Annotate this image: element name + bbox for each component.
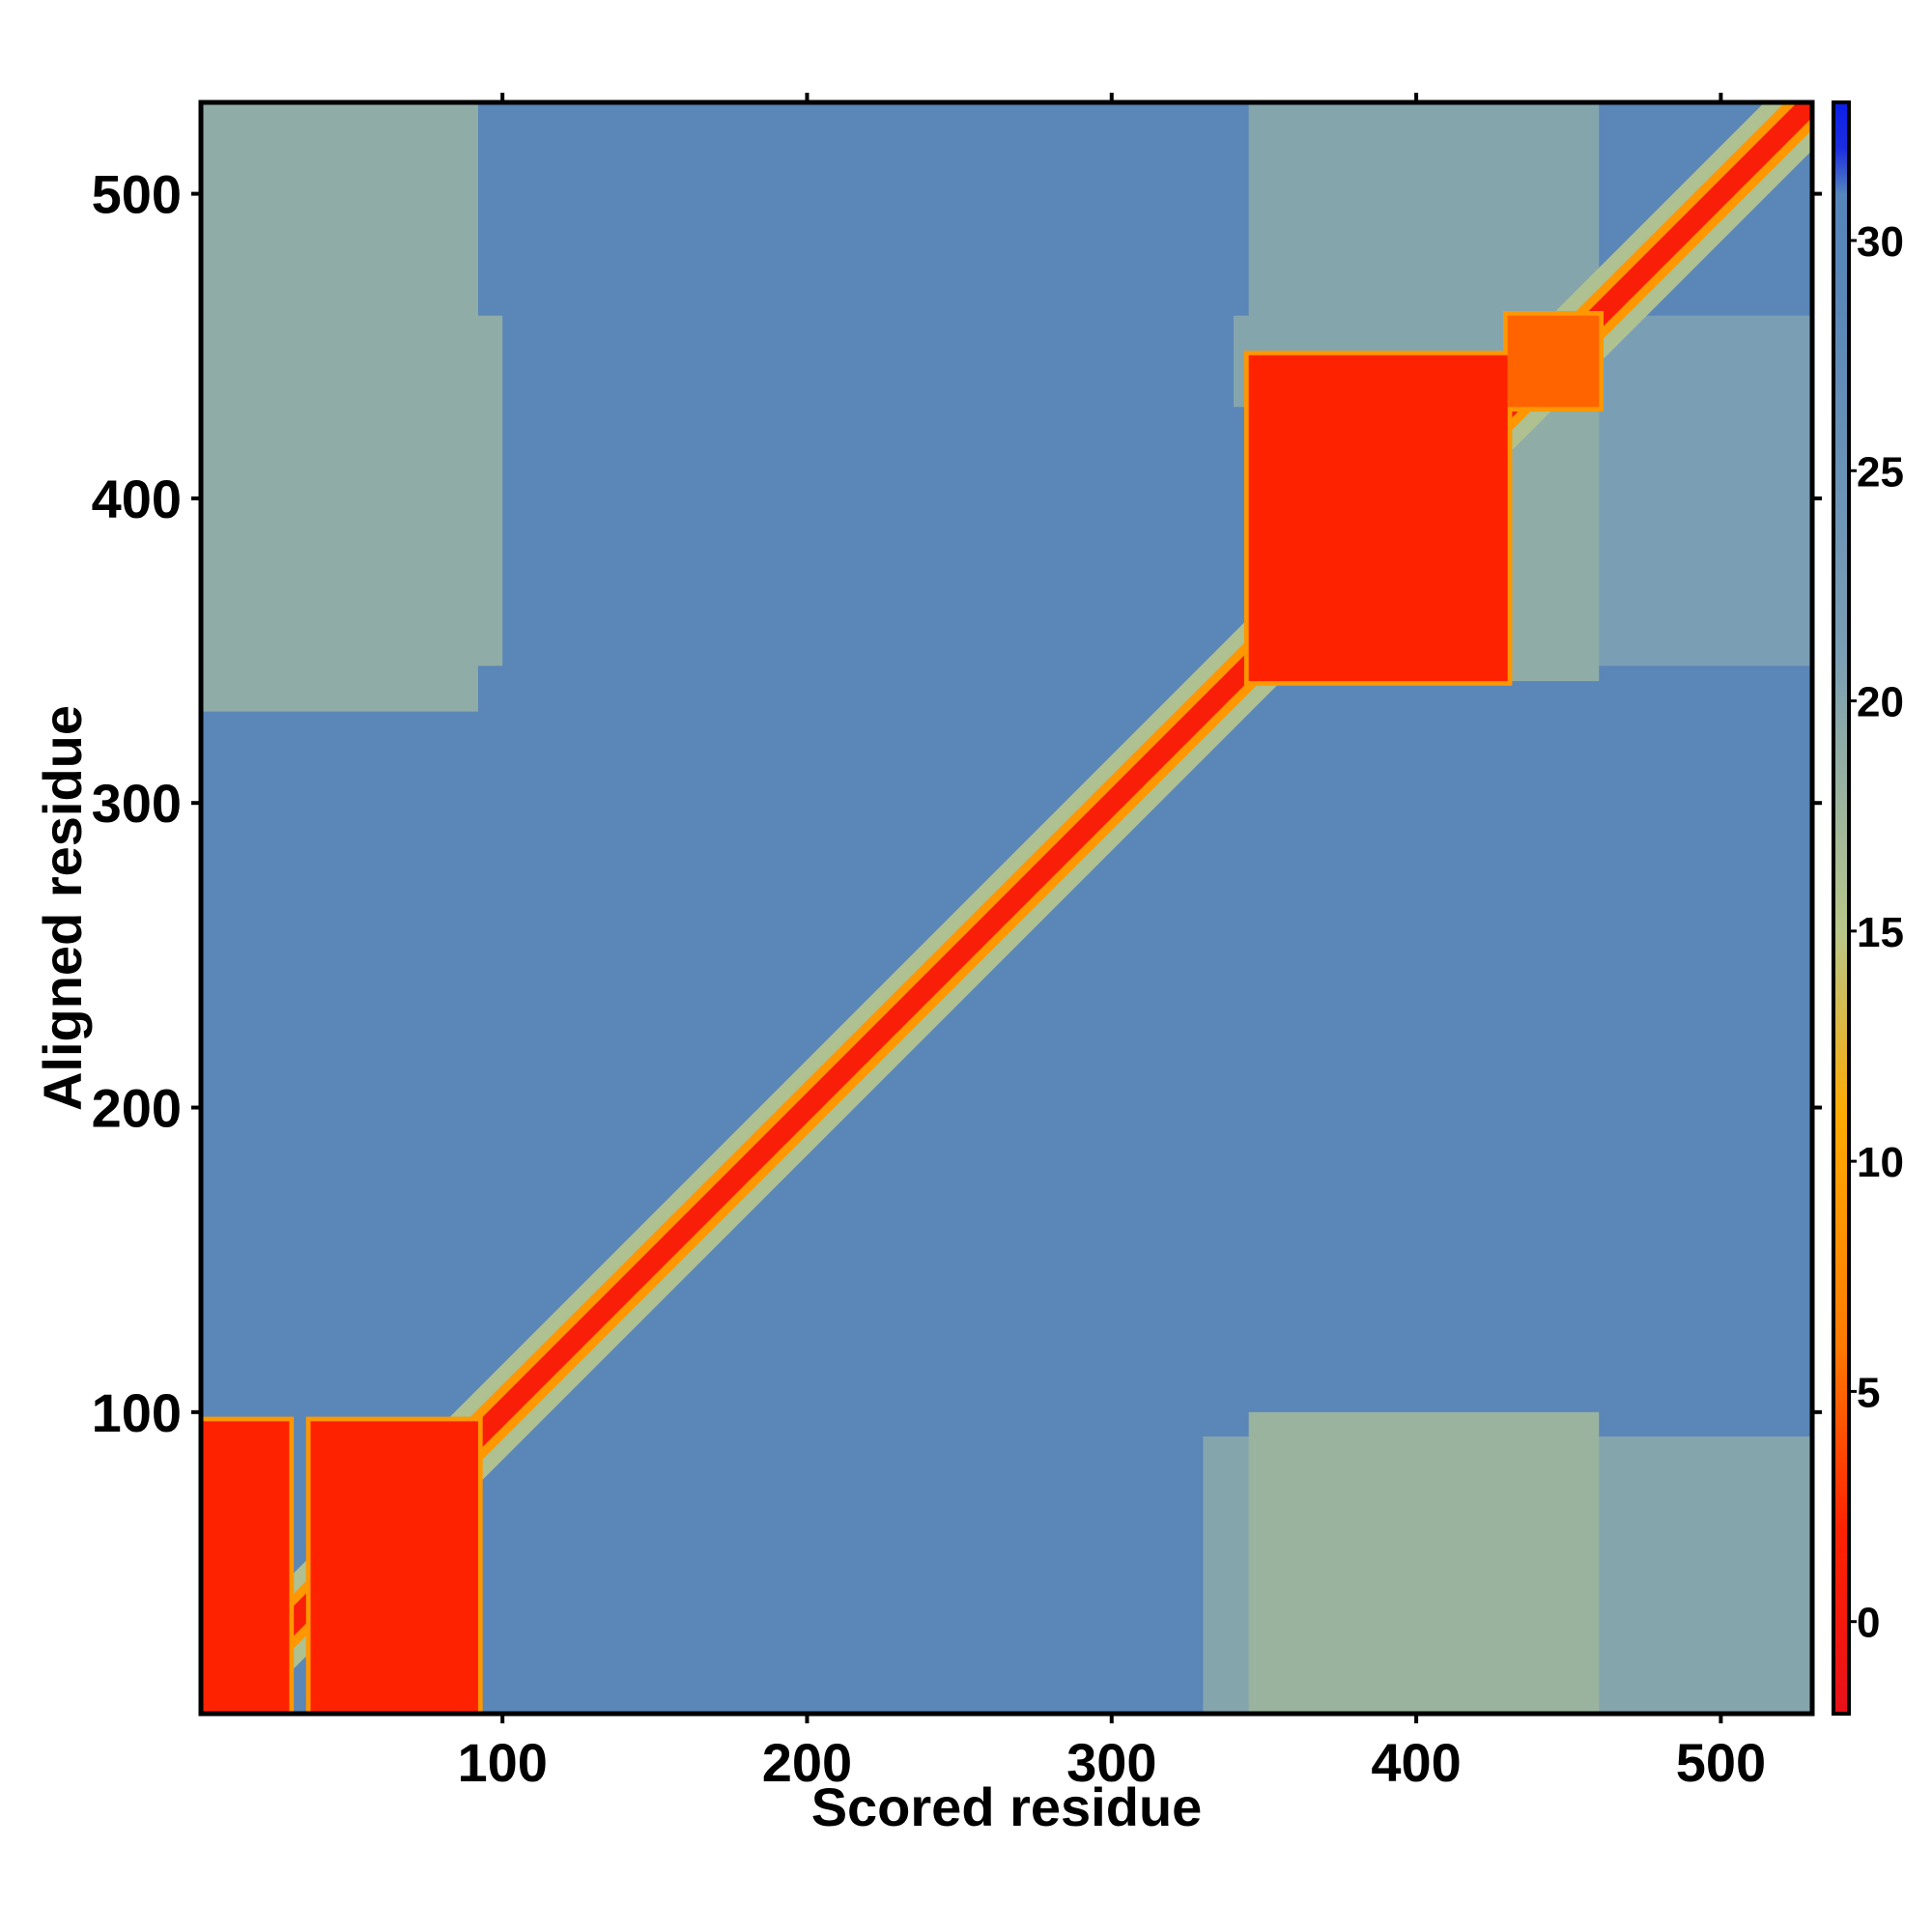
colorbar-ticks: 0 5 10 15 20 25 30 (1849, 218, 1904, 1647)
intermediate-region-mirror (201, 315, 503, 667)
heatmap-plot-area (201, 102, 1812, 1714)
colorbar-tick-label: 25 (1857, 448, 1904, 496)
colorbar-tick-label: 5 (1857, 1369, 1880, 1416)
y-tick-label: 400 (92, 469, 182, 529)
colorbar-tick-label: 10 (1857, 1139, 1904, 1186)
confident-block (1507, 315, 1600, 408)
x-tick-label: 400 (1371, 1732, 1461, 1793)
colorbar: 0 5 10 15 20 25 30 (1832, 100, 1904, 1716)
colorbar-tick-label: 15 (1857, 909, 1904, 956)
y-tick-label: 100 (92, 1382, 182, 1443)
colorbar-tick-label: 0 (1857, 1600, 1880, 1647)
y-tick-label: 500 (92, 164, 182, 225)
x-axis-title: Scored residue (811, 1776, 1203, 1837)
x-tick-label: 200 (762, 1732, 852, 1793)
intermediate-region (1507, 407, 1600, 682)
x-tick-label: 500 (1676, 1732, 1766, 1793)
x-tick-label: 100 (457, 1732, 547, 1793)
confident-block (310, 1421, 478, 1714)
colorbar-gradient (1832, 100, 1851, 1716)
y-axis-title: Aligned residue (32, 705, 93, 1111)
colorbar-tick-label: 30 (1857, 218, 1904, 266)
x-axis: 100 200 300 400 500 (457, 93, 1766, 1793)
intermediate-region (1248, 1411, 1600, 1714)
y-axis: 100 200 300 400 500 (92, 164, 1822, 1443)
confident-block (201, 1421, 290, 1714)
colorbar-tick-label: 20 (1857, 679, 1904, 726)
x-tick-label: 300 (1066, 1732, 1156, 1793)
confident-block (1248, 355, 1508, 682)
plot-frame (198, 99, 1815, 1717)
y-tick-label: 300 (92, 773, 182, 834)
y-tick-label: 200 (92, 1078, 182, 1139)
